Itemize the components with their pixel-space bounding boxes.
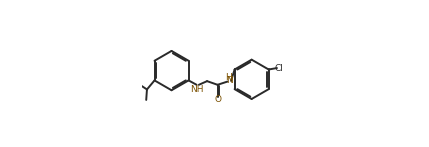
Text: H: H <box>225 73 231 82</box>
Text: NH: NH <box>190 85 204 94</box>
Text: Cl: Cl <box>275 64 284 72</box>
Text: N: N <box>226 76 233 85</box>
Text: O: O <box>214 95 221 104</box>
